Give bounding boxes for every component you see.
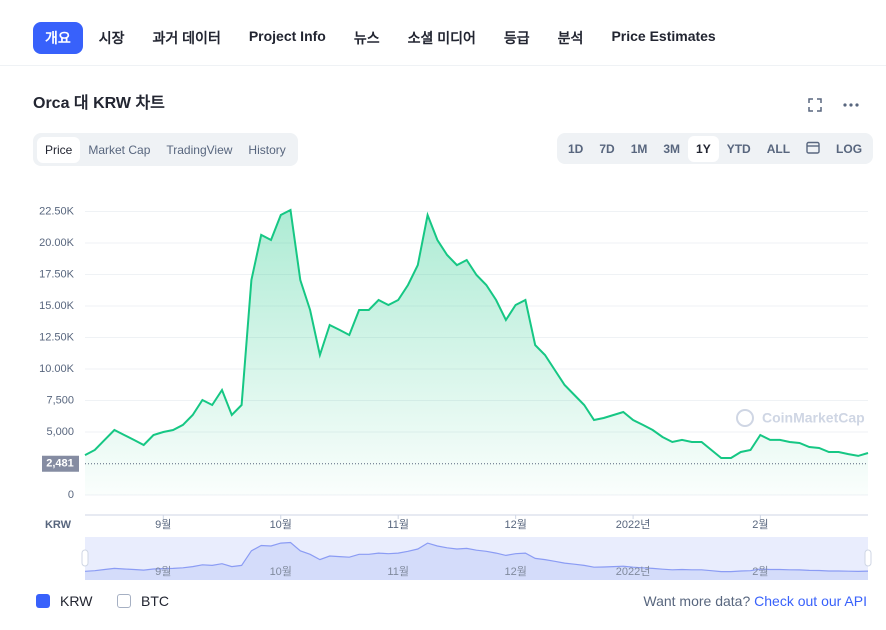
nav-tab[interactable]: 과거 데이터 xyxy=(152,30,221,46)
current-price-box xyxy=(42,455,79,472)
range-button[interactable]: YTD xyxy=(726,141,751,156)
range-button[interactable]: 3M xyxy=(663,141,681,156)
checkbox[interactable] xyxy=(117,594,131,608)
nav-tab[interactable]: 소셜 미디어 xyxy=(407,30,476,46)
current-price-label: 2,481 xyxy=(46,458,74,470)
chart-tabs: Price Market Cap TradingView History xyxy=(33,133,298,166)
navigator-label: 2월 xyxy=(752,565,768,578)
price-area xyxy=(85,210,868,495)
nav-tab[interactable]: 시장 xyxy=(98,30,125,46)
legend-label: KRW xyxy=(60,593,93,609)
watermark: CoinMarketCap xyxy=(762,410,865,426)
nav-tab[interactable]: 뉴스 xyxy=(353,30,380,46)
nav-tab[interactable]: Price Estimates xyxy=(611,28,716,44)
y-tick-label: 0 xyxy=(68,489,74,501)
api-link[interactable]: Check out our API xyxy=(754,593,867,609)
x-tick-label: 9월 xyxy=(155,518,171,531)
more-icon[interactable] xyxy=(843,103,859,107)
checkbox-checked[interactable] xyxy=(36,594,50,608)
watermark-logo xyxy=(736,409,754,427)
chart-title: Orca 대 KRW 차트 xyxy=(33,95,165,112)
nav-tab[interactable]: 분석 xyxy=(557,30,584,46)
y-tick-label: 17.50K xyxy=(39,268,75,280)
range-button[interactable]: 1Y xyxy=(688,135,719,162)
nav-tab[interactable]: 등급 xyxy=(503,30,530,46)
legend-btc[interactable]: BTC xyxy=(117,593,169,609)
y-tick-label: 15.00K xyxy=(39,300,75,312)
x-tick-label: 12월 xyxy=(504,518,526,531)
y-tick-label: 10.00K xyxy=(39,363,75,375)
y-tick-label: 7,500 xyxy=(46,394,74,406)
expand-icon[interactable] xyxy=(808,98,822,112)
navigator-label: 10월 xyxy=(270,565,292,578)
y-tick-label: 20.00K xyxy=(39,237,75,249)
currency-label: KRW xyxy=(45,519,72,531)
nav-tab[interactable]: 개요 xyxy=(33,22,83,54)
y-tick-label: 5,000 xyxy=(46,426,74,438)
range-buttons: 1D 7D 1M 3M 1Y YTD ALL LOG xyxy=(557,133,874,164)
calendar xyxy=(806,141,820,154)
chart-tab[interactable]: Market Cap xyxy=(88,142,151,157)
chart-tab[interactable]: TradingView xyxy=(166,142,233,157)
navigator-area xyxy=(85,542,868,580)
range-button[interactable]: 1M xyxy=(630,141,648,156)
footer: Want more data? Check out our API xyxy=(643,593,867,609)
x-tick-label: 2022년 xyxy=(616,518,651,531)
navigator-line xyxy=(84,541,869,573)
legend-krw[interactable]: KRW xyxy=(36,593,92,609)
range-button[interactable]: 1D xyxy=(568,141,584,156)
navigator-label: 12월 xyxy=(504,565,526,578)
log-button[interactable]: LOG xyxy=(836,141,863,156)
x-tick-label: 11월 xyxy=(387,518,409,531)
x-tick-label: 10월 xyxy=(270,518,292,531)
calendar-icon[interactable] xyxy=(798,134,828,163)
price-line xyxy=(84,208,869,459)
navigator-handle[interactable] xyxy=(81,549,89,567)
navigator-label: 9월 xyxy=(155,565,171,578)
navigator-label: 2022년 xyxy=(616,565,651,578)
chart-tab[interactable]: History xyxy=(248,142,286,157)
navigator-label: 11월 xyxy=(387,565,409,578)
range-button[interactable]: ALL xyxy=(766,141,791,156)
navigator-handle[interactable] xyxy=(864,549,872,567)
nav-tab[interactable]: Project Info xyxy=(248,28,326,44)
chart-tab[interactable]: Price xyxy=(37,136,81,163)
y-tick-label: 22.50K xyxy=(39,205,75,217)
footer-prompt: Want more data? xyxy=(643,593,751,609)
legend-label: BTC xyxy=(141,593,169,609)
separator xyxy=(0,65,886,66)
x-tick-label: 2월 xyxy=(752,518,768,531)
y-tick-label: 12.50K xyxy=(39,331,75,343)
range-button[interactable]: 7D xyxy=(599,141,615,156)
nav: 개요 시장 과거 데이터 Project Info 뉴스 소셜 미디어 등급 분석 Price … xyxy=(33,22,728,54)
